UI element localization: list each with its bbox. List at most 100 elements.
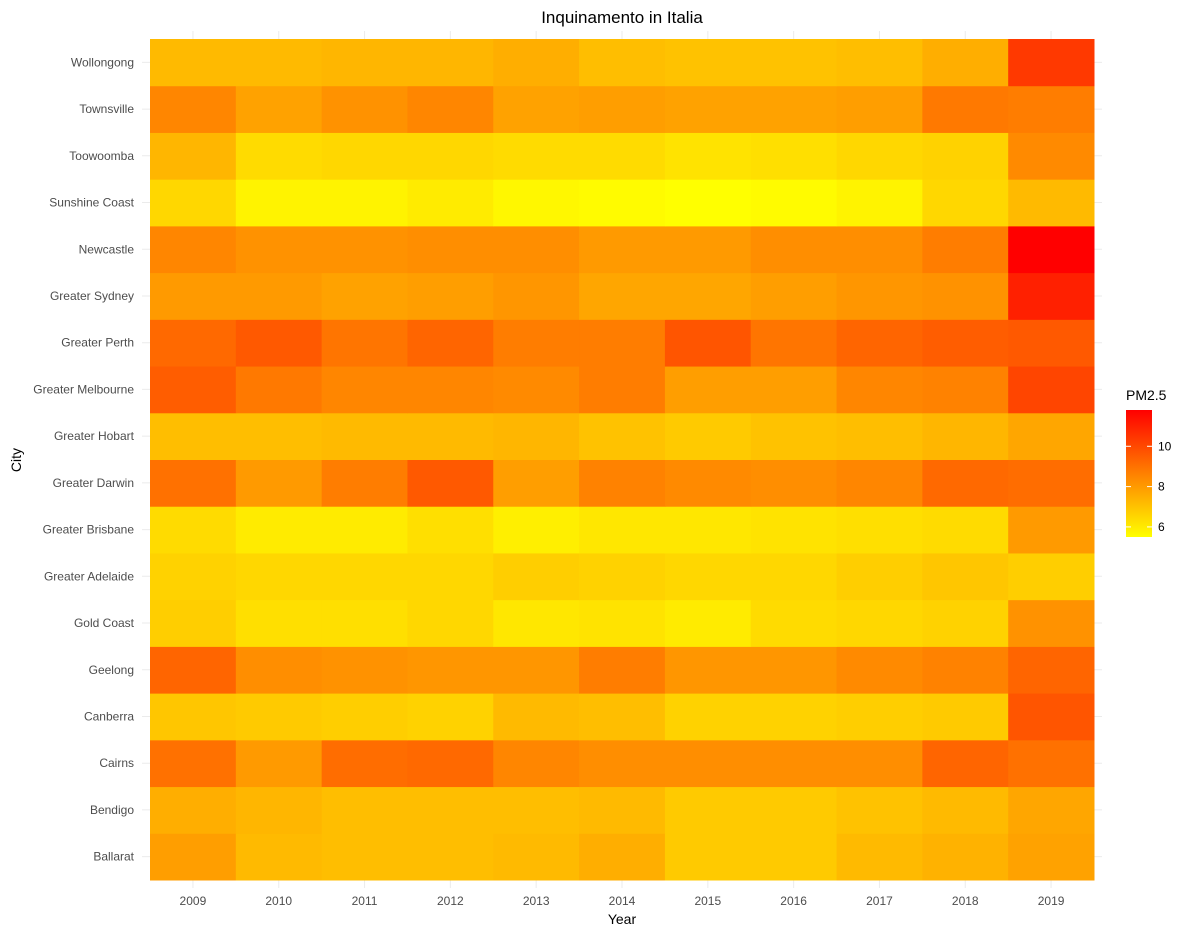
heatmap-cell [150, 786, 237, 834]
heatmap-cell [407, 506, 494, 554]
heatmap-cell [836, 179, 923, 227]
x-tick-label: 2009 [180, 894, 207, 908]
heatmap-cell [150, 272, 237, 320]
heatmap-cell [1008, 85, 1095, 133]
heatmap-cell [579, 506, 666, 554]
heatmap-cell [750, 39, 838, 87]
x-tick-label: 2010 [265, 894, 292, 908]
heatmap-cell [1008, 39, 1095, 87]
y-tick-label: Greater Sydney [50, 289, 134, 303]
heatmap-cell [235, 552, 323, 601]
heatmap-cell [1008, 319, 1095, 367]
x-axis-ticks: 2009 2010 2011 2012 2013 2014 2015 2016 2017 2018… [180, 894, 1065, 908]
y-tick-label: Greater Perth [61, 336, 134, 350]
heatmap-cell [664, 599, 752, 647]
heatmap-cell [407, 132, 494, 180]
heatmap-cell [836, 272, 923, 320]
heatmap-cell [150, 225, 237, 274]
legend-title: PM2.5 [1126, 387, 1167, 403]
heatmap-cell [1008, 552, 1095, 601]
heatmap-cell [664, 179, 752, 227]
y-tick-label: Townsville [79, 102, 134, 116]
heatmap-cell [922, 319, 1009, 367]
heatmap-cell [150, 506, 237, 554]
heatmap-cell [579, 319, 666, 367]
heatmap-cell [836, 833, 923, 881]
heatmap-cell [493, 459, 580, 507]
heatmap-cell [235, 459, 323, 507]
heatmap-cell [407, 319, 494, 367]
heatmap-cell [579, 179, 666, 227]
heatmap-cell [664, 646, 752, 694]
heatmap-cell [407, 599, 494, 647]
heatmap-cell [321, 693, 408, 741]
heatmap-cell [321, 833, 408, 881]
heatmap-cell [321, 506, 408, 554]
y-tick-label: Toowoomba [69, 149, 134, 163]
heatmap-cell [150, 646, 237, 694]
heatmap-cell [664, 225, 752, 274]
legend-tick-label: 8 [1158, 480, 1165, 494]
heatmap-cell [407, 646, 494, 694]
heatmap-cell [150, 459, 237, 507]
heatmap-cell [493, 833, 580, 881]
heatmap-cell [664, 739, 752, 788]
heatmap-cell [750, 366, 838, 414]
x-tick-label: 2017 [866, 894, 893, 908]
legend-ticks: 6 8 10 [1126, 439, 1172, 534]
heatmap-cell [235, 319, 323, 367]
heatmap-cell [836, 225, 923, 274]
heatmap-cell [750, 225, 838, 274]
heatmap-cell [321, 319, 408, 367]
heatmap-cell [150, 39, 237, 87]
heatmap-cell [235, 39, 323, 87]
heatmap-cell [579, 599, 666, 647]
heatmap-cell [235, 272, 323, 320]
heatmap-cell [836, 646, 923, 694]
x-tick-label: 2011 [352, 894, 378, 908]
heatmap-cell [836, 132, 923, 180]
heatmap-cell [579, 786, 666, 834]
heatmap-cell [493, 179, 580, 227]
heatmap-cell [1008, 599, 1095, 647]
heatmap-cell [1008, 132, 1095, 180]
heatmap-cell [493, 132, 580, 180]
heatmap-cell [1008, 459, 1095, 507]
heatmap-cell [922, 833, 1009, 881]
heatmap-cell [579, 739, 666, 788]
heatmap-cell [750, 599, 838, 647]
heatmap-cell [922, 272, 1009, 320]
heatmap-cell [579, 459, 666, 507]
heatmap-cell [150, 739, 237, 788]
heatmap-cell [922, 552, 1009, 601]
heatmap-cell [407, 39, 494, 87]
y-axis-title: City [8, 448, 24, 472]
heatmap-cell [579, 412, 666, 460]
heatmap-cell [922, 739, 1009, 788]
heatmap-cell [1008, 272, 1095, 320]
y-tick-label: Bendigo [90, 803, 134, 817]
heatmap-cell [922, 39, 1009, 87]
heatmap-cell [664, 552, 752, 601]
heatmap-cell [150, 366, 237, 414]
heatmap-cell [750, 412, 838, 460]
chart-title: Inquinamento in Italia [541, 8, 703, 27]
heatmap-cell [321, 599, 408, 647]
heatmap-cell [321, 366, 408, 414]
x-tick-label: 2018 [952, 894, 979, 908]
heatmap-cell [750, 506, 838, 554]
heatmap-cell [235, 739, 323, 788]
heatmap-cell [750, 786, 838, 834]
heatmap-cell [750, 132, 838, 180]
heatmap-cell [321, 646, 408, 694]
y-tick-label: Greater Melbourne [33, 382, 134, 396]
heatmap-cell [493, 646, 580, 694]
heatmap-cell [235, 646, 323, 694]
heatmap-cell [579, 85, 666, 133]
heatmap-cell [922, 85, 1009, 133]
heatmap-cell [493, 39, 580, 87]
heatmap-cell [579, 39, 666, 87]
heatmap-cell [235, 693, 323, 741]
heatmap-cell [922, 693, 1009, 741]
